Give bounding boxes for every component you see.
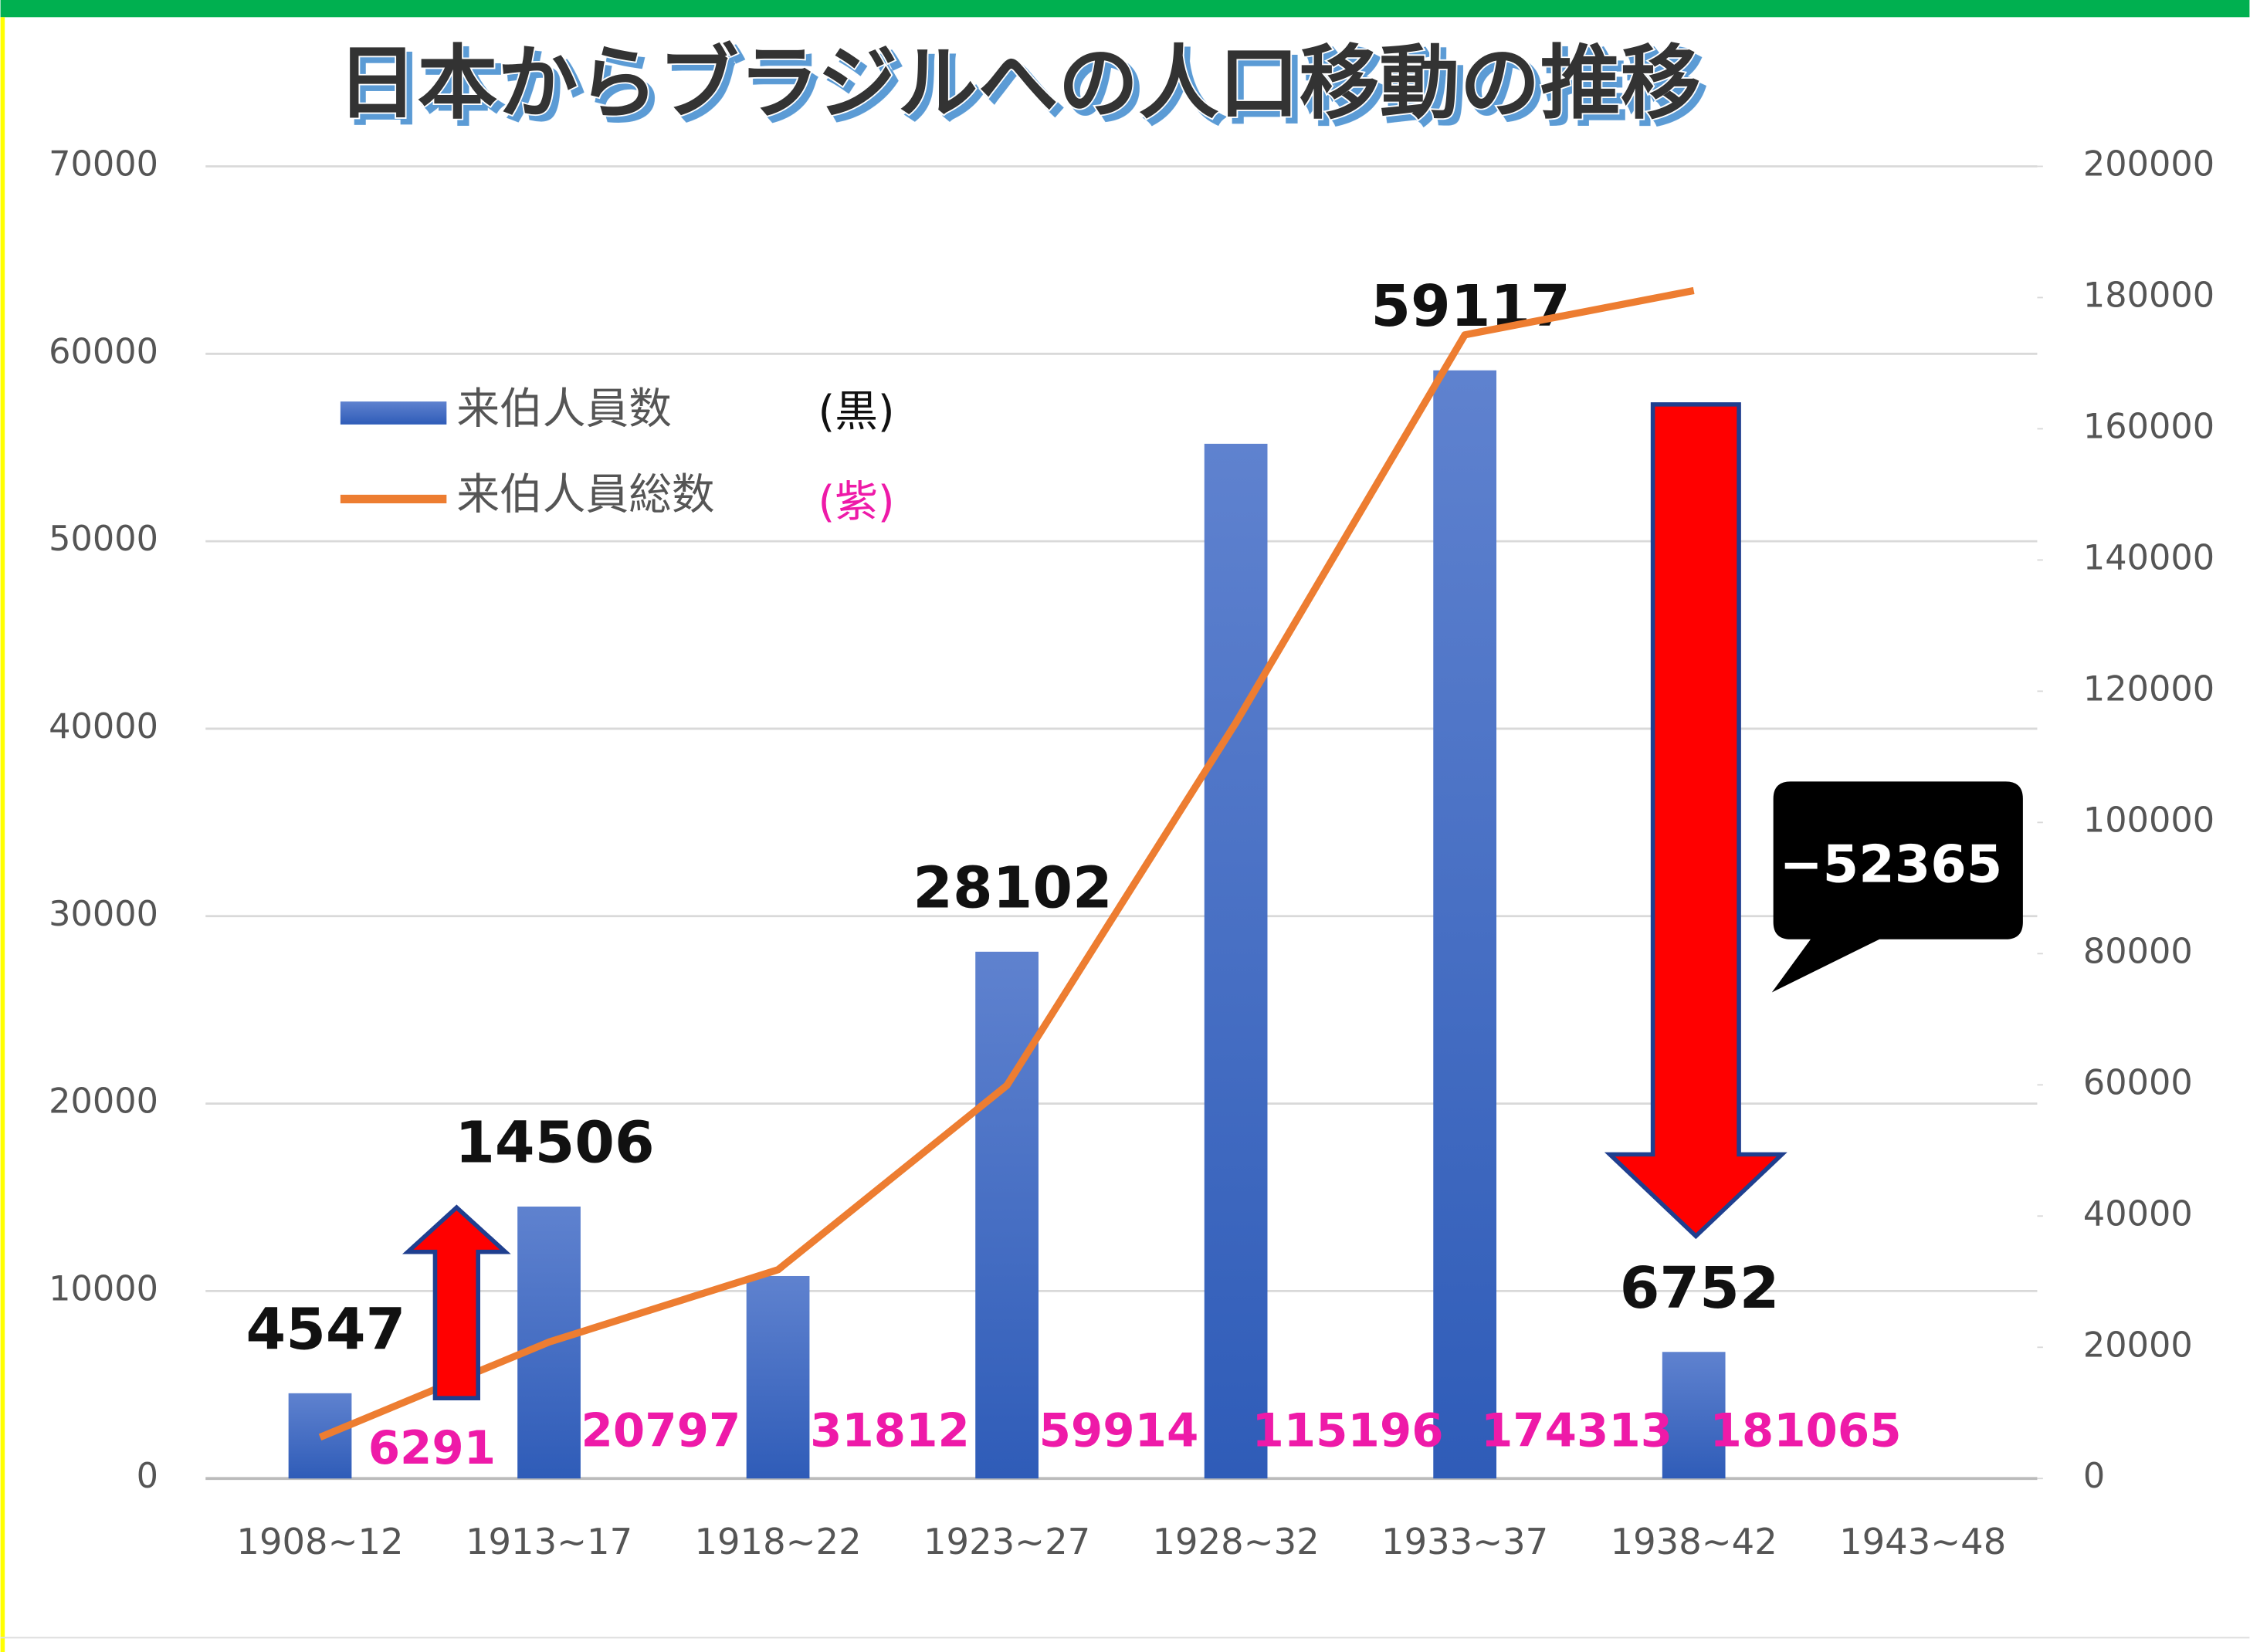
y2-tick-label: 160000 (2083, 406, 2214, 446)
x-tick-label: 1908~12 (236, 1521, 403, 1562)
legend-label: 来伯人員総数 (456, 470, 714, 520)
bar (1662, 1352, 1726, 1479)
line-label: 115196 (1252, 1405, 1443, 1458)
line-label: 31812 (810, 1405, 970, 1458)
x-tick-label: 1918~22 (694, 1521, 861, 1562)
legend-label: 来伯人員数 (456, 384, 672, 434)
y-tick-label: 50000 (49, 519, 158, 559)
left-border (0, 17, 5, 1652)
y2-tick-label: 180000 (2083, 275, 2214, 315)
line (318, 286, 1695, 1441)
line-label: 20797 (581, 1405, 741, 1458)
plot: 0 10000 20000 30000 40000 50000 60000 70000 0 200… (49, 144, 2214, 1562)
x-tick-label: 1943~48 (1839, 1521, 2006, 1562)
legend-note: (紫) (818, 477, 894, 527)
y2-tick-label: 40000 (2083, 1193, 2193, 1234)
legend-swatch (340, 401, 447, 425)
y2-tick-label: 100000 (2083, 800, 2214, 840)
bar (746, 1275, 810, 1479)
x-tick-label: 1923~27 (923, 1521, 1090, 1562)
bar-label: 4547 (246, 1295, 406, 1363)
x-tick-label: 1928~32 (1153, 1521, 1320, 1562)
y2-tick-label: 20000 (2083, 1325, 2193, 1365)
y2-tick-label: 140000 (2083, 537, 2214, 577)
line-label: 174313 (1481, 1405, 1672, 1458)
legend-note: (黒) (818, 387, 894, 437)
line-label: 181065 (1710, 1405, 1901, 1458)
y2-tick-label: 0 (2083, 1456, 2105, 1496)
y-tick-label: 40000 (49, 706, 158, 746)
y-tick-label: 0 (137, 1456, 158, 1496)
x-tick-label: 1913~17 (466, 1521, 632, 1562)
y2-tick-label: 80000 (2083, 931, 2193, 971)
bar-label: 6752 (1620, 1254, 1780, 1322)
bar-label: 28102 (913, 854, 1112, 921)
y-tick-label: 20000 (49, 1082, 158, 1122)
y2-tick-label: 200000 (2083, 144, 2214, 184)
down-arrow (1604, 402, 1787, 1240)
bar-label: 14506 (455, 1109, 654, 1176)
chart-title: 日本からブラジルへの人口移動の推移 (337, 36, 1700, 130)
bar (1433, 370, 1497, 1479)
bar (1204, 443, 1268, 1479)
up-arrow (402, 1204, 511, 1400)
callout-text: −52365 (1780, 834, 2003, 894)
y2-tick-label: 120000 (2083, 669, 2214, 709)
line-label: 6291 (368, 1422, 496, 1475)
y2-tick-label: 60000 (2083, 1062, 2193, 1102)
x-tick-label: 1938~42 (1611, 1521, 1777, 1562)
y-tick-label: 10000 (49, 1268, 158, 1308)
line-label: 59914 (1039, 1405, 1199, 1458)
bar-label: 59117 (1371, 273, 1570, 340)
y-tick-label: 70000 (49, 144, 158, 184)
y-tick-label: 60000 (49, 331, 158, 371)
top-border (0, 0, 2250, 18)
bar (975, 951, 1039, 1479)
y-tick-label: 30000 (49, 894, 158, 934)
callout (1771, 781, 2023, 993)
x-tick-label: 1933~37 (1381, 1521, 1548, 1562)
